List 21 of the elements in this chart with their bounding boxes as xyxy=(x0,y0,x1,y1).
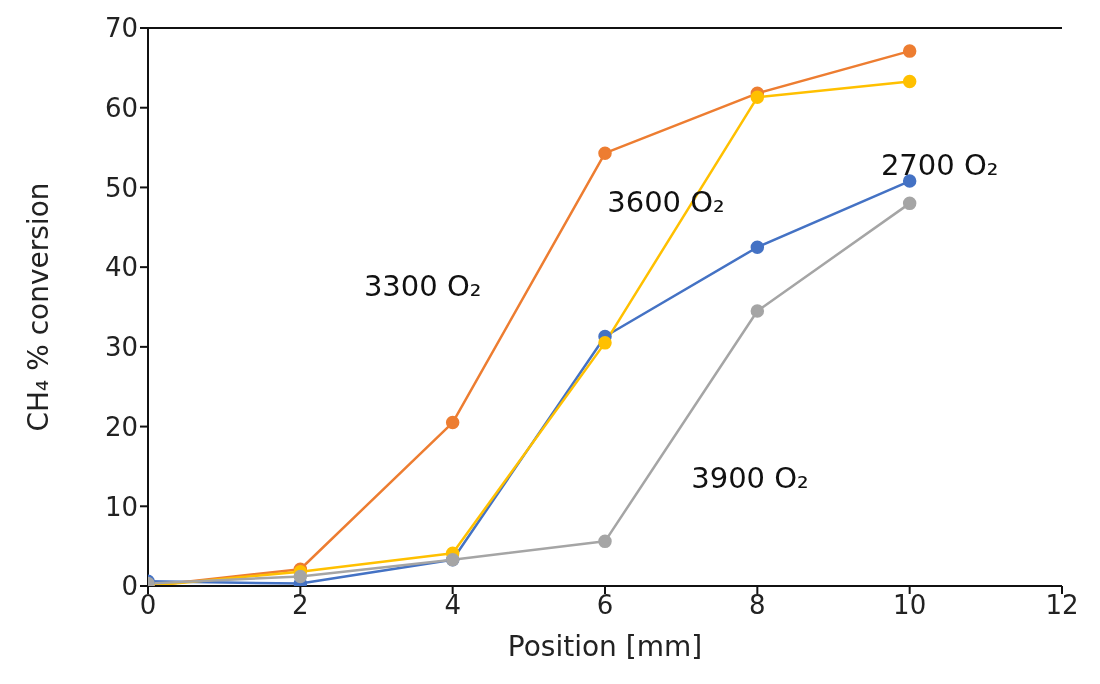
series-label: 2700 O₂ xyxy=(880,148,999,183)
series-label: 3300 O₂ xyxy=(363,268,482,303)
x-tick-label: 2 xyxy=(292,590,309,621)
y-tick-label: 50 xyxy=(104,172,138,203)
y-axis-title: CH₄ % conversion xyxy=(21,182,55,432)
y-tick-label: 20 xyxy=(104,411,138,442)
y-tick-label: 0 xyxy=(121,571,138,602)
x-tick-label: 8 xyxy=(749,590,766,621)
x-tick-label: 0 xyxy=(139,590,157,621)
x-tick-label: 12 xyxy=(1045,590,1079,621)
x-tick-label: 6 xyxy=(596,590,614,621)
x-axis-title: Position [mm] xyxy=(507,630,703,663)
y-tick-label: 70 xyxy=(104,13,138,44)
y-tick-label: 60 xyxy=(104,92,138,123)
y-tick-label: 10 xyxy=(104,491,138,522)
y-tick-label: 30 xyxy=(104,332,138,363)
y-tick-label: 40 xyxy=(104,252,138,283)
x-tick-label: 4 xyxy=(444,590,461,621)
series-label: 3900 O₂ xyxy=(691,461,809,496)
series-label: 3600 O₂ xyxy=(607,184,725,219)
x-tick-label: 10 xyxy=(893,590,927,621)
